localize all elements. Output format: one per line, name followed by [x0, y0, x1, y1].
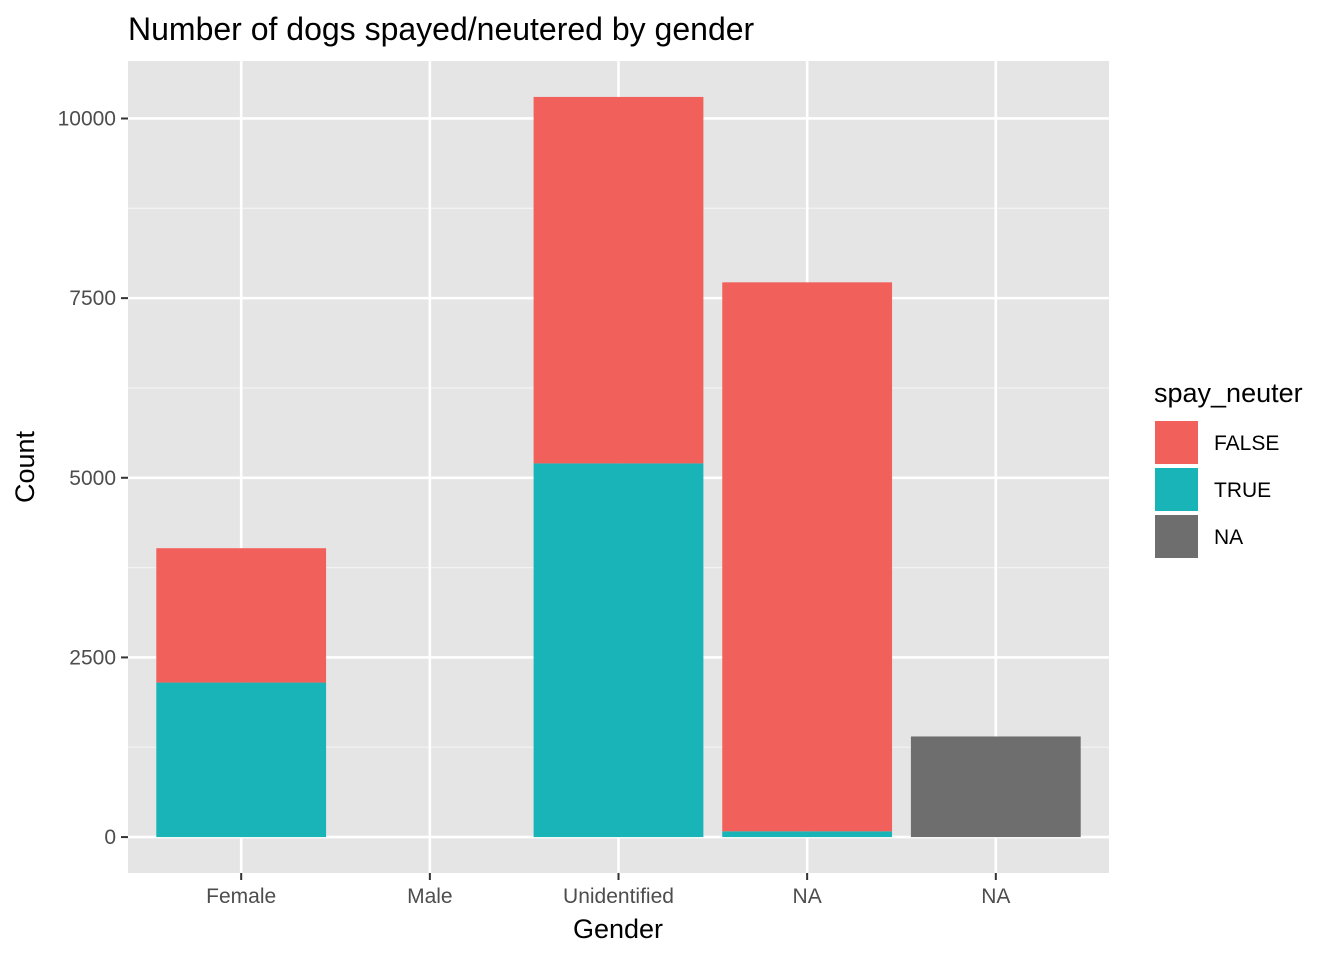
legend-key-false: [1155, 421, 1198, 464]
bar-true: [156, 682, 327, 838]
x-axis-title: Gender: [573, 914, 663, 944]
bar-true: [533, 463, 704, 838]
bar-na: [910, 736, 1081, 838]
y-tick-label: 7500: [69, 287, 116, 310]
x-tick-label: NA: [793, 885, 822, 908]
legend-key-true: [1155, 468, 1198, 511]
bars: [156, 96, 1081, 838]
y-tick-label: 0: [104, 826, 116, 849]
x-axis: Female Male Unidentified NA NA: [206, 873, 1010, 908]
y-tick-label: 5000: [69, 467, 116, 490]
bar-false: [533, 96, 704, 464]
x-tick-label: NA: [981, 885, 1010, 908]
legend-key-na: [1155, 515, 1198, 558]
y-axis: 0 2500 5000 7500 10000: [58, 107, 128, 849]
legend-label: FALSE: [1214, 432, 1279, 455]
x-tick-label: Male: [407, 885, 453, 908]
chart-title: Number of dogs spayed/neutered by gender: [128, 11, 755, 47]
bar-false: [156, 548, 327, 683]
x-tick-label: Female: [206, 885, 276, 908]
legend: spay_neuter FALSE TRUE NA: [1154, 378, 1303, 558]
x-tick-label: Unidentified: [563, 885, 674, 908]
legend-title: spay_neuter: [1154, 378, 1303, 408]
legend-label: NA: [1214, 526, 1243, 549]
bar-true: [722, 831, 893, 838]
y-tick-label: 10000: [58, 107, 116, 130]
y-tick-label: 2500: [69, 646, 116, 669]
y-axis-title: Count: [10, 430, 40, 503]
legend-label: TRUE: [1214, 479, 1271, 502]
bar-false: [722, 282, 893, 832]
